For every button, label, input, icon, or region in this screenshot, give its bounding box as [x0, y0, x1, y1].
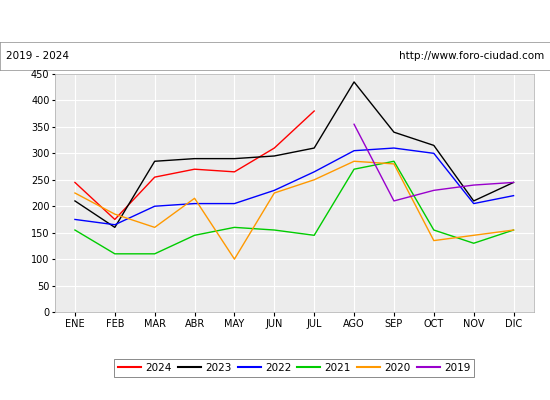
- 2021: [271, 228, 278, 232]
- 2020: [390, 162, 397, 166]
- 2023: [431, 143, 437, 148]
- 2023: [231, 156, 238, 161]
- 2019: [390, 198, 397, 203]
- 2021: [151, 252, 158, 256]
- 2020: [311, 177, 317, 182]
- 2019: [470, 183, 477, 188]
- Text: Evolucion Nº Turistas Extranjeros en el municipio de El Boalo: Evolucion Nº Turistas Extranjeros en el …: [73, 14, 477, 28]
- 2022: [191, 201, 198, 206]
- 2020: [431, 238, 437, 243]
- 2023: [311, 146, 317, 150]
- Line: 2023: 2023: [75, 82, 514, 227]
- 2020: [72, 191, 78, 196]
- 2022: [311, 170, 317, 174]
- 2023: [390, 130, 397, 134]
- 2020: [351, 159, 358, 164]
- 2021: [390, 159, 397, 164]
- 2023: [271, 154, 278, 158]
- 2020: [191, 196, 198, 201]
- 2021: [431, 228, 437, 232]
- 2022: [510, 193, 517, 198]
- 2020: [271, 191, 278, 196]
- 2022: [112, 222, 118, 227]
- 2020: [231, 257, 238, 262]
- Line: 2022: 2022: [75, 148, 514, 225]
- 2023: [510, 180, 517, 185]
- Line: 2021: 2021: [75, 161, 514, 254]
- 2023: [151, 159, 158, 164]
- 2022: [431, 151, 437, 156]
- Text: 2019 - 2024: 2019 - 2024: [6, 51, 69, 61]
- 2021: [191, 233, 198, 238]
- 2022: [390, 146, 397, 150]
- 2021: [510, 228, 517, 232]
- 2021: [470, 241, 477, 246]
- 2022: [151, 204, 158, 209]
- 2021: [231, 225, 238, 230]
- 2021: [351, 167, 358, 172]
- 2019: [351, 122, 358, 127]
- 2020: [510, 228, 517, 232]
- 2020: [470, 233, 477, 238]
- 2022: [271, 188, 278, 193]
- 2019: [431, 188, 437, 193]
- Line: 2020: 2020: [75, 161, 514, 259]
- 2022: [470, 201, 477, 206]
- 2021: [112, 252, 118, 256]
- 2021: [311, 233, 317, 238]
- Text: http://www.foro-ciudad.com: http://www.foro-ciudad.com: [399, 51, 544, 61]
- 2022: [72, 217, 78, 222]
- 2020: [151, 225, 158, 230]
- 2020: [112, 212, 118, 216]
- 2022: [351, 148, 358, 153]
- Line: 2019: 2019: [354, 124, 514, 201]
- 2023: [72, 198, 78, 203]
- 2021: [72, 228, 78, 232]
- Legend: 2024, 2023, 2022, 2021, 2020, 2019: 2024, 2023, 2022, 2021, 2020, 2019: [114, 359, 474, 377]
- 2023: [351, 80, 358, 84]
- 2023: [470, 198, 477, 203]
- 2023: [112, 225, 118, 230]
- 2022: [231, 201, 238, 206]
- 2019: [510, 180, 517, 185]
- 2023: [191, 156, 198, 161]
